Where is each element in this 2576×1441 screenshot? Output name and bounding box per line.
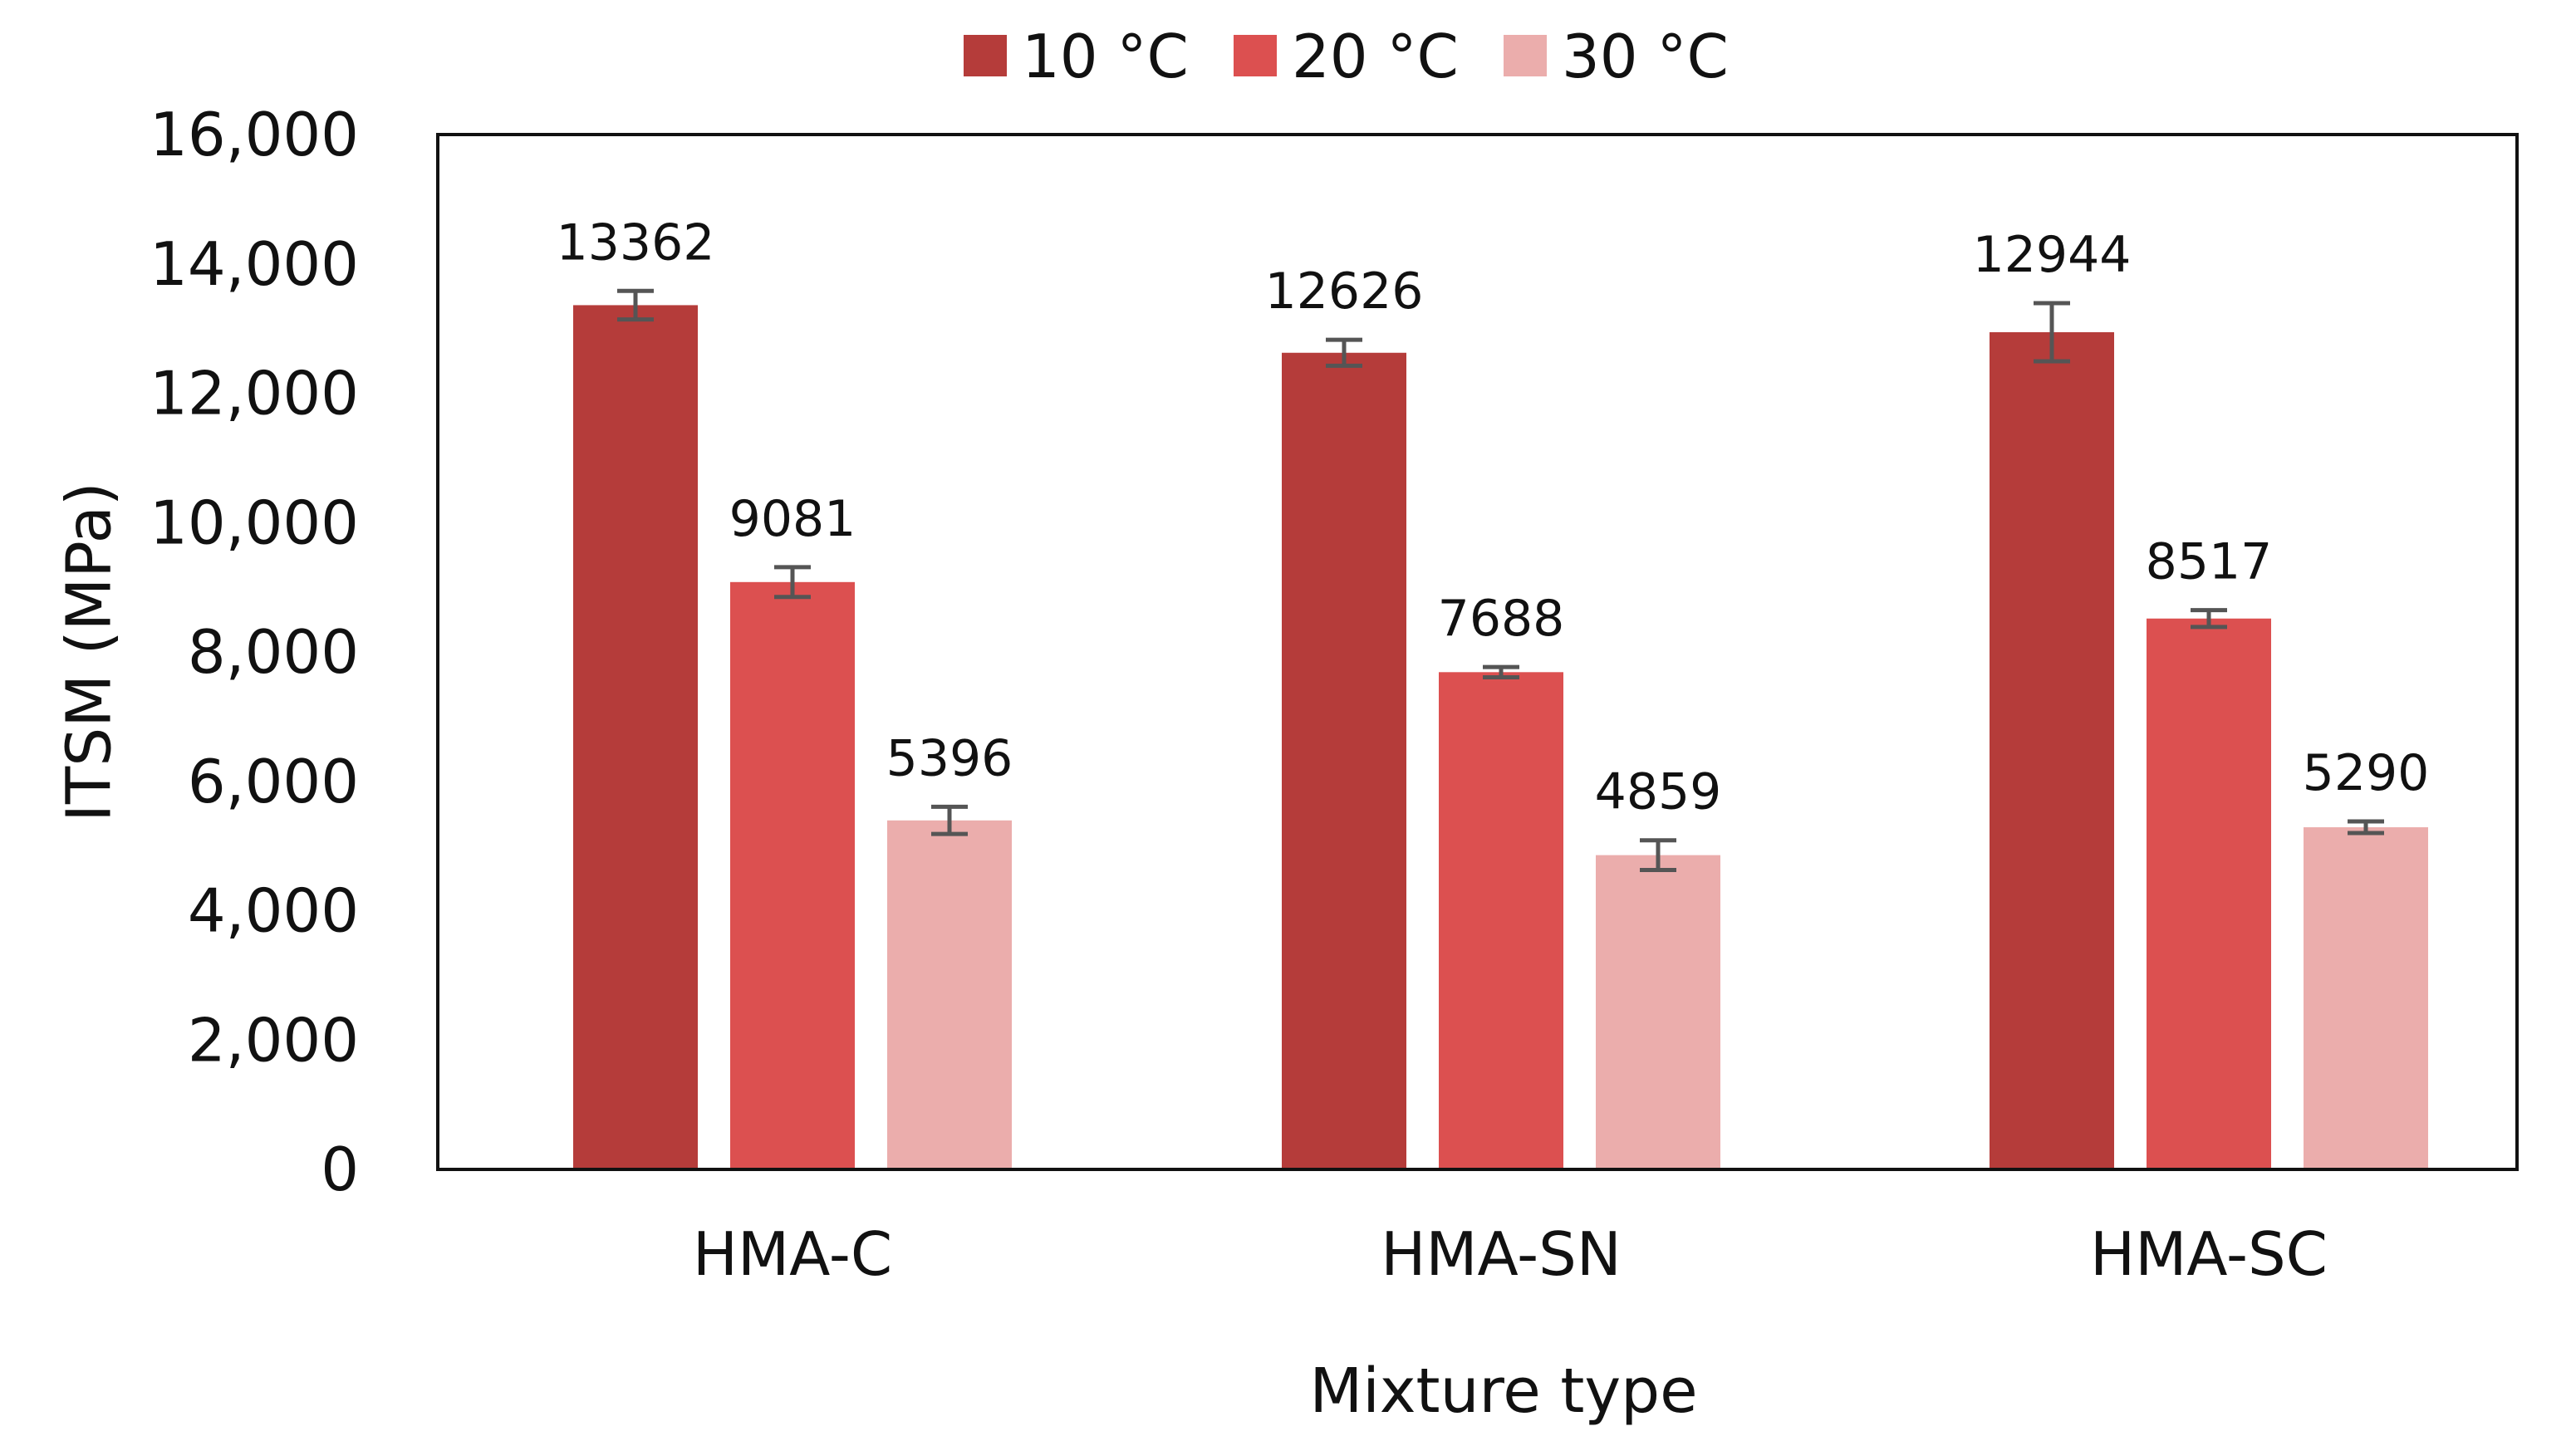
y-tick-label: 16,000 (150, 100, 359, 169)
y-tick-label: 8,000 (188, 617, 359, 687)
data-label: 8517 (2146, 533, 2273, 591)
data-label: 5290 (2303, 744, 2430, 802)
x-category-label: HMA-C (693, 1219, 892, 1289)
legend-label: 10 °C (1022, 22, 1189, 91)
x-axis-categories: HMA-C HMA-SN HMA-SC (693, 1219, 2328, 1289)
y-tick-label: 4,000 (188, 876, 359, 946)
error-bar (1483, 664, 1519, 680)
legend: 10 °C 20 °C 30 °C (964, 22, 1729, 91)
data-label: 12626 (1265, 262, 1424, 321)
error-bar (2191, 608, 2227, 630)
bar (2304, 827, 2428, 1169)
x-category-label: HMA-SC (2090, 1219, 2328, 1289)
x-axis-title: Mixture type (1309, 1355, 1697, 1427)
error-bar (2034, 301, 2070, 364)
error-bar (2348, 819, 2384, 836)
legend-swatch (1504, 35, 1547, 76)
y-axis-title: ITSM (MPa) (54, 482, 125, 822)
data-label: 4859 (1595, 763, 1722, 821)
legend-label: 20 °C (1292, 22, 1459, 91)
data-label: 7688 (1438, 590, 1565, 648)
plot-area-frame (436, 133, 2519, 1171)
bar (2147, 618, 2271, 1169)
bar (887, 820, 1012, 1169)
legend-swatch (1234, 35, 1277, 76)
legend-item: 30 °C (1504, 22, 1729, 91)
error-bar (1326, 337, 1362, 368)
y-tick-label: 14,000 (150, 229, 359, 299)
bar (1596, 855, 1720, 1169)
data-label: 12944 (1973, 226, 2132, 284)
bar (730, 581, 855, 1169)
bar (573, 305, 698, 1169)
legend-item: 20 °C (1234, 22, 1459, 91)
bar (1990, 331, 2114, 1170)
y-tick-label: 2,000 (188, 1005, 359, 1075)
bars (573, 305, 2428, 1170)
error-bars (617, 288, 2384, 873)
error-bar (617, 288, 654, 322)
y-axis-ticks: 0 2,000 4,000 6,000 8,000 10,000 12,000 14,000 1… (150, 100, 359, 1204)
x-category-label: HMA-SN (1381, 1219, 1621, 1289)
y-tick-label: 12,000 (150, 359, 359, 429)
y-tick-label: 6,000 (188, 747, 359, 816)
legend-swatch (964, 35, 1007, 76)
error-bar (1640, 838, 1676, 873)
data-label: 13362 (557, 213, 715, 272)
bar (1282, 352, 1406, 1169)
error-bar (931, 804, 968, 836)
data-label: 5396 (886, 729, 1013, 787)
y-tick-label: 0 (321, 1135, 359, 1204)
error-bar (774, 565, 811, 600)
legend-label: 30 °C (1562, 22, 1729, 91)
legend-item: 10 °C (964, 22, 1189, 91)
data-labels: 13362 12626 12944 9081 7688 8517 5396 4859 5290 (557, 213, 2430, 821)
bar (1439, 672, 1563, 1169)
data-label: 9081 (729, 490, 856, 548)
y-tick-label: 10,000 (150, 488, 359, 557)
